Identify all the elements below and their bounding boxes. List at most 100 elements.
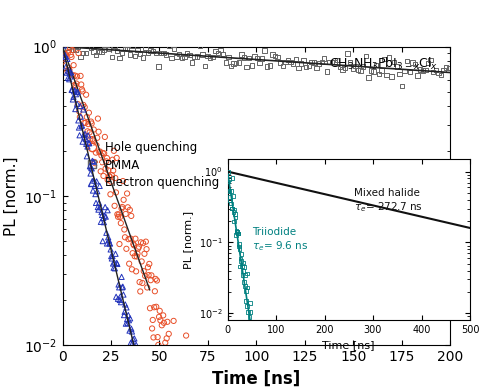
Electron quenching bbox=[100, 215, 108, 221]
Electron quenching bbox=[94, 206, 102, 213]
Hole quenching bbox=[117, 220, 125, 226]
Hole quenching bbox=[236, 349, 244, 355]
Hole quenching bbox=[84, 121, 92, 127]
Point bbox=[280, 381, 288, 387]
Electron quenching bbox=[112, 294, 120, 300]
PMMA bbox=[152, 50, 160, 56]
PMMA bbox=[134, 47, 141, 53]
Electron quenching bbox=[142, 357, 150, 363]
Hole quenching bbox=[153, 277, 161, 284]
PMMA bbox=[396, 71, 404, 77]
Hole quenching bbox=[164, 349, 172, 355]
PMMA bbox=[284, 57, 292, 63]
Hole quenching bbox=[190, 349, 198, 355]
PMMA bbox=[344, 50, 351, 57]
Hole quenching bbox=[212, 349, 220, 355]
Electron quenching bbox=[112, 251, 120, 257]
Electron quenching bbox=[84, 140, 92, 146]
Hole quenching bbox=[243, 349, 251, 355]
X-axis label: Time [ns]: Time [ns] bbox=[212, 370, 300, 388]
Hole quenching bbox=[220, 349, 228, 355]
Hole quenching bbox=[177, 349, 185, 355]
Hole quenching bbox=[160, 345, 168, 352]
Hole quenching bbox=[222, 349, 230, 355]
Point bbox=[244, 309, 252, 315]
Electron quenching bbox=[78, 139, 86, 145]
Hole quenching bbox=[60, 34, 68, 40]
Hole quenching bbox=[141, 273, 149, 279]
Hole quenching bbox=[224, 349, 232, 355]
Hole quenching bbox=[136, 288, 144, 294]
Hole quenching bbox=[144, 264, 152, 270]
Electron quenching bbox=[76, 103, 84, 109]
PMMA bbox=[224, 54, 232, 60]
Hole quenching bbox=[126, 236, 134, 242]
PMMA bbox=[271, 53, 279, 59]
Electron quenching bbox=[74, 117, 82, 123]
PMMA bbox=[312, 65, 320, 71]
Electron quenching bbox=[92, 191, 100, 197]
Hole quenching bbox=[80, 104, 88, 110]
PMMA bbox=[370, 68, 378, 74]
Hole quenching bbox=[240, 349, 248, 355]
Point bbox=[258, 381, 266, 387]
Hole quenching bbox=[166, 349, 173, 355]
Hole quenching bbox=[159, 312, 167, 319]
Hole quenching bbox=[232, 349, 239, 355]
Point bbox=[258, 381, 266, 387]
Electron quenching bbox=[108, 253, 116, 259]
Hole quenching bbox=[170, 349, 178, 355]
Hole quenching bbox=[74, 101, 82, 107]
Electron quenching bbox=[79, 106, 87, 113]
Hole quenching bbox=[80, 120, 88, 126]
Hole quenching bbox=[219, 349, 227, 355]
PMMA bbox=[352, 63, 360, 69]
Point bbox=[276, 381, 284, 387]
PMMA bbox=[72, 47, 80, 53]
PMMA bbox=[204, 53, 212, 59]
Hole quenching bbox=[109, 168, 117, 174]
Electron quenching bbox=[60, 29, 68, 35]
Electron quenching bbox=[136, 357, 143, 363]
Hole quenching bbox=[158, 322, 166, 328]
Point bbox=[252, 340, 260, 346]
Hole quenching bbox=[96, 168, 104, 175]
Hole quenching bbox=[90, 126, 98, 133]
Hole quenching bbox=[150, 304, 158, 310]
Hole quenching bbox=[132, 236, 140, 242]
Electron quenching bbox=[124, 312, 132, 318]
PMMA bbox=[326, 59, 334, 65]
PMMA bbox=[74, 43, 82, 49]
Hole quenching bbox=[127, 213, 135, 219]
Electron quenching bbox=[144, 357, 152, 363]
PMMA bbox=[268, 52, 276, 58]
Electron quenching bbox=[107, 253, 115, 259]
Electron quenching bbox=[148, 357, 156, 363]
PMMA bbox=[380, 56, 388, 62]
Hole quenching bbox=[120, 226, 128, 232]
Point bbox=[278, 381, 285, 387]
Hole quenching bbox=[198, 349, 205, 355]
Hole quenching bbox=[190, 349, 198, 355]
Hole quenching bbox=[86, 129, 94, 135]
Electron quenching bbox=[134, 356, 142, 362]
Hole quenching bbox=[71, 73, 79, 79]
PMMA bbox=[157, 50, 165, 56]
Text: Mixed halide
$\tau_e$= 272.7 ns: Mixed halide $\tau_e$= 272.7 ns bbox=[354, 188, 422, 214]
PMMA bbox=[240, 54, 248, 61]
Hole quenching bbox=[246, 349, 254, 355]
Point bbox=[238, 251, 246, 257]
Point bbox=[248, 338, 256, 344]
Hole quenching bbox=[134, 251, 141, 257]
Hole quenching bbox=[196, 349, 204, 355]
Hole quenching bbox=[91, 160, 99, 166]
Electron quenching bbox=[103, 241, 111, 247]
Hole quenching bbox=[226, 349, 234, 355]
Point bbox=[234, 243, 242, 249]
Electron quenching bbox=[95, 200, 103, 206]
PMMA bbox=[90, 48, 98, 55]
Point bbox=[250, 357, 258, 363]
Hole quenching bbox=[212, 349, 220, 355]
Electron quenching bbox=[88, 158, 96, 164]
PMMA bbox=[416, 66, 424, 73]
